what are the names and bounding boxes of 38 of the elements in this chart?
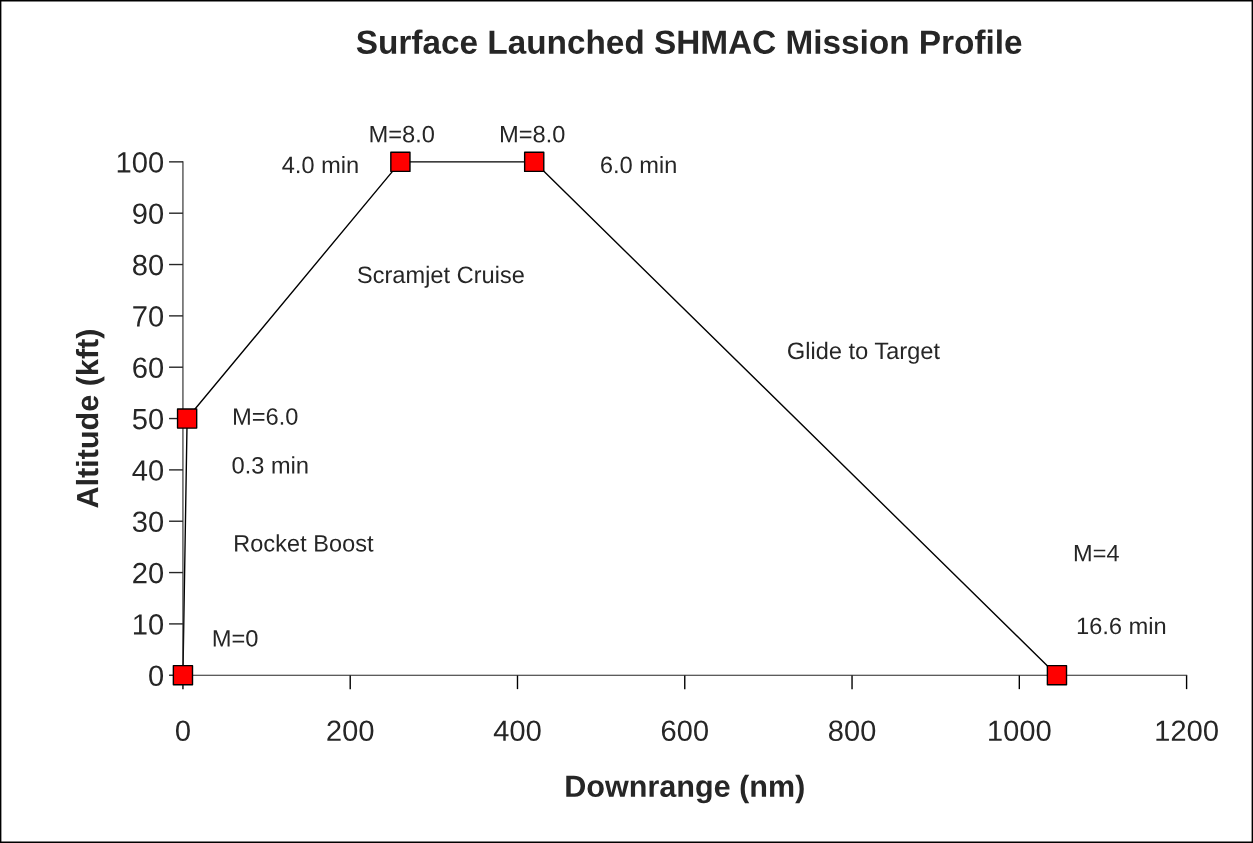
y-tick-label: 80 [133,254,164,276]
annotation: 4.0 min [282,155,358,174]
y-tick-label: 10 [133,614,164,635]
y-tick-label: 90 [133,203,164,225]
point [176,408,198,429]
x-tick-label: 600 [661,720,708,742]
text: M=8.0 [501,125,565,143]
y-tick-label: 0 [149,665,164,687]
y-axis-title: Altitude (kft) [75,330,105,508]
annotation: Glide to Target [788,341,940,364]
x-tick-label: 400 [493,720,541,742]
x-tick-label: 0 [175,720,190,742]
annotation: M=4 [1074,544,1119,562]
annotation: 0.3 min [232,456,308,474]
x-tick-label: 1000 [989,720,1051,742]
y-tick-label: 50 [132,408,164,430]
y-tick-label: 70 [133,306,164,327]
annotation: Scramjet Cruise [357,265,524,288]
y-tick-label: 60 [133,357,164,379]
x-tick-label: 1200 [1156,720,1218,742]
y-tick-label: 20 [133,562,164,584]
x-axis-title: Downrange (nm) [566,774,804,804]
text: M=8.0 [370,125,434,143]
y-tick-label: 40 [132,460,164,481]
x-tick-label: 200 [327,720,374,742]
point [390,151,411,173]
annotation: M=6.0 [234,408,298,425]
point [523,151,545,173]
chart-title: Surface Launched SHMAC Mission Profile [356,29,1022,54]
annotation: 16.6 min [1077,617,1166,635]
point [1046,664,1068,686]
annotation: 6.0 min [601,155,676,174]
y-tick-label: 100 [117,152,164,173]
y-tick-label: 30 [132,511,164,533]
x-tick-label: 800 [828,720,876,742]
point [172,664,194,686]
annotation: Rocket Boost [235,534,374,552]
annotation: M=0 [213,629,258,647]
